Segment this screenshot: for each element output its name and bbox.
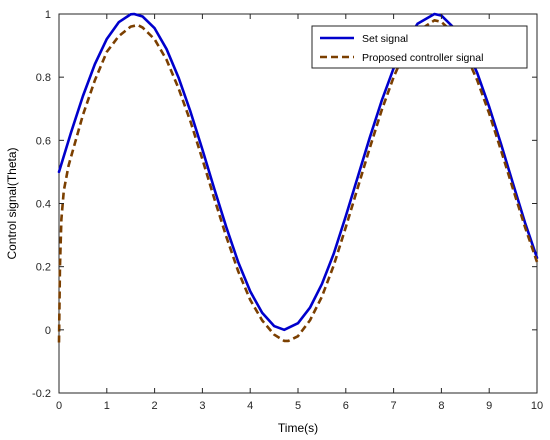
x-tick-label: 4 bbox=[247, 400, 253, 412]
y-tick-label: 0.6 bbox=[36, 135, 51, 147]
plot-area bbox=[58, 13, 538, 394]
ticks: 0 1 2 3 4 5 6 7 8 9 10 -0.2 0 0.2 0.4 0.6 0.8 1 bbox=[32, 9, 543, 412]
x-tick-label: 8 bbox=[438, 400, 444, 412]
legend-label-set-signal: Set signal bbox=[362, 33, 408, 45]
legend-label-controller-signal: Proposed controller signal bbox=[362, 52, 483, 64]
y-tick-label: -0.2 bbox=[32, 388, 51, 400]
y-tick-label: 0 bbox=[45, 325, 51, 337]
x-tick-label: 2 bbox=[152, 400, 158, 412]
legend: Set signal Proposed controller signal bbox=[311, 25, 528, 69]
x-tick-label: 7 bbox=[391, 400, 397, 412]
y-tick-label: 0.2 bbox=[36, 262, 51, 274]
x-tick-label: 10 bbox=[531, 400, 543, 412]
y-axis-label: Control signal(Theta) bbox=[5, 147, 19, 259]
y-tick-label: 0.8 bbox=[36, 72, 51, 84]
x-tick-label: 0 bbox=[56, 400, 62, 412]
x-tick-label: 1 bbox=[104, 400, 110, 412]
x-tick-label: 6 bbox=[343, 400, 349, 412]
x-tick-label: 5 bbox=[295, 400, 301, 412]
legend-box bbox=[311, 25, 528, 69]
x-axis-label: Time(s) bbox=[278, 421, 318, 435]
y-tick-label: 1 bbox=[45, 9, 51, 21]
x-tick-label: 3 bbox=[199, 400, 205, 412]
x-tick-label: 9 bbox=[486, 400, 492, 412]
y-tick-label: 0.4 bbox=[36, 199, 51, 211]
